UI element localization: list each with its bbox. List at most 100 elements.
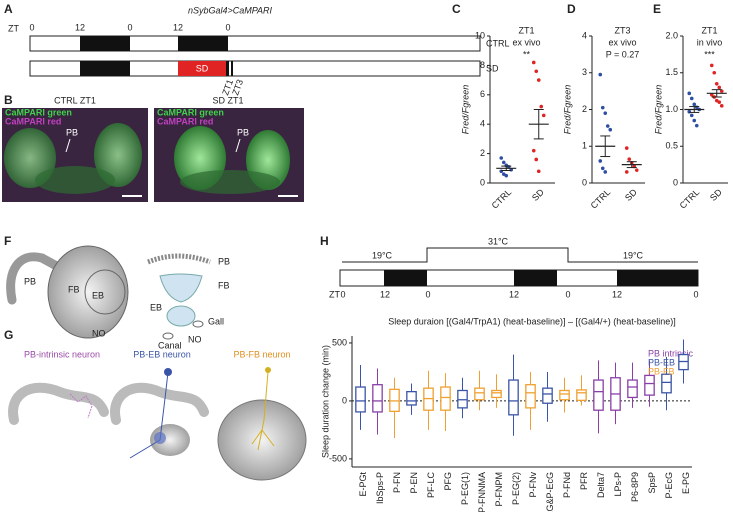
- x-tick-label: P-FNd: [562, 472, 572, 498]
- x-tick-label: Delta7: [596, 472, 606, 498]
- x-tick-label: CTRL: [490, 187, 514, 211]
- x-tick-label: P-EG&P-EcG: [545, 472, 555, 512]
- zt-label: ZT: [8, 23, 19, 33]
- y-tick-label: 10: [475, 30, 485, 40]
- x-tick-label: SD: [530, 187, 546, 203]
- y-axis-label: Sleep duration change (min): [320, 345, 330, 458]
- y-axis-label: Fred/Fgreen: [653, 85, 663, 135]
- data-point: [499, 169, 504, 174]
- panel-a: A nSybGal4>CaMPARI ZT 0 12 0 12 0 CTRL S…: [4, 2, 510, 96]
- data-point: [499, 156, 504, 160]
- panel-h-timeline: H 19°C 31°C 19°C ZT 0 12 0 12 0 12 0: [320, 234, 699, 299]
- panel-label: F: [4, 234, 11, 248]
- data-point: [504, 173, 509, 178]
- panel-label: E: [653, 2, 661, 16]
- arrow-label: PB: [237, 127, 249, 137]
- box: [491, 389, 502, 399]
- row-label: CTRL: [486, 38, 510, 48]
- y-tick-label: 0: [673, 177, 678, 187]
- box: [372, 384, 383, 413]
- render: [110, 382, 209, 425]
- render-label: NO: [92, 328, 106, 338]
- temperature: 19°C: [372, 250, 393, 260]
- y-tick-label: 0: [582, 177, 587, 187]
- neuron-title: PB-EB neuron: [133, 349, 191, 359]
- x-tick-label: P-EN: [409, 472, 419, 494]
- marker: [231, 61, 233, 76]
- soma: [265, 367, 271, 373]
- data-point: [719, 89, 724, 93]
- box: [525, 384, 536, 409]
- x-tick-label: P-EcG: [664, 472, 674, 499]
- neuron-title: PB-intrinsic neuron: [24, 349, 100, 359]
- data-point: [539, 104, 544, 109]
- x-tick-label: IbSps-P: [375, 472, 385, 504]
- data-point: [687, 91, 692, 96]
- box: [661, 373, 672, 394]
- data-point: [687, 109, 692, 114]
- neuron: [69, 393, 93, 419]
- tissue: [94, 123, 142, 187]
- data-point: [717, 100, 722, 104]
- box: [576, 389, 587, 401]
- x-tick-label: SD: [708, 187, 724, 203]
- sd-text: SD: [196, 63, 209, 73]
- channel: CaMPARI red: [157, 116, 213, 126]
- zt-tick: 12: [173, 22, 183, 32]
- render-label: EB: [92, 290, 104, 300]
- data-point: [534, 69, 539, 74]
- y-tick-label: 2.0: [665, 30, 678, 40]
- temperature: 31°C: [488, 236, 509, 246]
- zt-tick: 0: [127, 22, 132, 32]
- temperature-trace: [342, 247, 698, 263]
- data-point: [717, 85, 722, 90]
- schematic: [166, 305, 196, 327]
- legend-entry: PB-FB: [648, 366, 675, 376]
- box: [474, 387, 485, 401]
- chart-title: Sleep duraion [(Gal4/TrpA1) (heat-baseli…: [388, 316, 676, 326]
- box: [542, 387, 553, 404]
- zt-tick: 0: [29, 22, 34, 32]
- data-point: [692, 102, 697, 107]
- data-point: [541, 113, 546, 118]
- x-tick-label: E-PGt: [358, 472, 368, 497]
- neuron-title: PB-FB neuron: [233, 349, 290, 359]
- zt-label: ZT: [329, 289, 340, 299]
- arbor: [154, 432, 166, 444]
- legend-entry: PB-EB: [648, 357, 675, 367]
- panel-g: G PB-intrinsic neuron PB-EB neuron PB-FB…: [4, 328, 307, 481]
- render: [47, 245, 129, 339]
- render: [6, 252, 69, 305]
- zt-tick: 12: [612, 289, 622, 299]
- night: [226, 61, 229, 76]
- x-tick-label: CTRL: [678, 187, 702, 211]
- box: [406, 390, 417, 406]
- chart-subtitle: ex vivo: [608, 37, 636, 47]
- y-tick-label: 2: [582, 104, 587, 114]
- y-tick-label: 0.5: [665, 141, 678, 151]
- schematic-label: Gall: [208, 316, 224, 326]
- x-tick-label: P-FNNMA: [477, 472, 487, 512]
- schematic-label: FB: [218, 280, 230, 290]
- zt-tick: 0: [425, 289, 430, 299]
- panel-b: B CTRL ZT1 SD ZT1 CaMPARI green CaMPARI …: [2, 93, 304, 202]
- data-point: [531, 60, 536, 65]
- y-tick-label: 1: [582, 141, 587, 151]
- x-tick-label: SpsP: [647, 472, 657, 494]
- data-point: [501, 160, 506, 165]
- data-point: [689, 113, 694, 118]
- zt-tick: 12: [380, 289, 390, 299]
- y-tick-label: 500: [332, 337, 347, 347]
- data-point: [534, 157, 539, 162]
- chart-title: ZT1: [701, 25, 717, 35]
- arrow: [235, 138, 241, 153]
- box: [644, 374, 655, 396]
- data-point: [531, 148, 536, 153]
- render-label: FB: [68, 284, 80, 294]
- channel: CaMPARI green: [157, 107, 224, 117]
- arrow: [65, 138, 71, 153]
- box: [593, 379, 604, 411]
- y-tick-label: -500: [329, 453, 347, 463]
- data-point: [719, 104, 724, 108]
